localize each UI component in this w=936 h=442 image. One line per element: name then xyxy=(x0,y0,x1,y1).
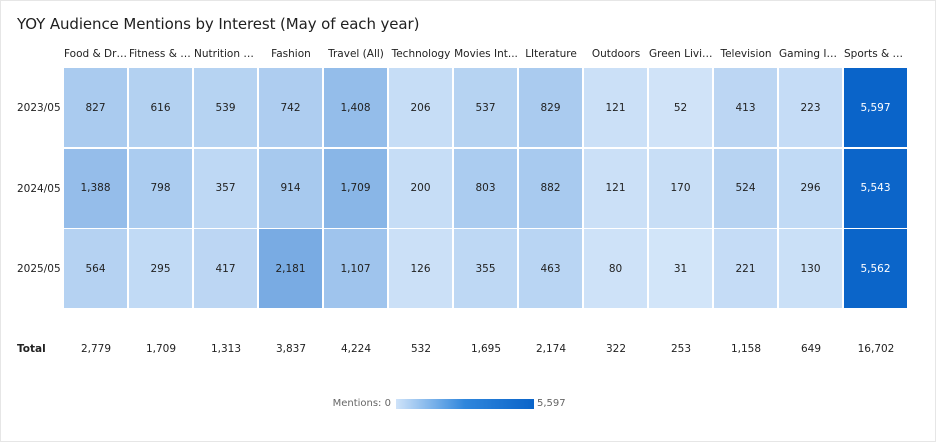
heatmap-cell: 803 xyxy=(454,148,518,229)
heatmap-cell: 31 xyxy=(649,229,713,309)
column-header: Nutrition &... xyxy=(194,48,258,60)
row-label: 2023/05 xyxy=(17,102,61,114)
total-value: 2,779 xyxy=(80,343,112,355)
heatmap-cell: 1,408 xyxy=(324,68,388,148)
heatmap-cell: 463 xyxy=(519,229,583,309)
column-header: Sports & At... xyxy=(844,48,908,60)
totals-row-label: Total xyxy=(17,343,46,355)
heatmap-cell: 130 xyxy=(779,229,843,309)
column-header: Travel (All) xyxy=(328,48,384,60)
column-header: Food & Drink xyxy=(64,48,128,60)
heatmap-cell: 221 xyxy=(714,229,778,309)
heatmap-cell: 200 xyxy=(389,148,453,229)
heatmap-cell: 5,597 xyxy=(844,68,908,148)
chart-title: YOY Audience Mentions by Interest (May o… xyxy=(17,15,420,33)
row-label: 2024/05 xyxy=(17,182,61,195)
heatmap-cell: 223 xyxy=(779,68,843,148)
heatmap-cell: 80 xyxy=(584,229,648,309)
heatmap-cell: 296 xyxy=(779,148,843,229)
heatmap-cell: 914 xyxy=(259,148,323,229)
column-header: Fitness & E... xyxy=(129,48,193,60)
column-header: Gaming Int... xyxy=(779,48,843,60)
heatmap-cell: 616 xyxy=(129,68,193,148)
column-header: LIterature xyxy=(525,48,577,60)
heatmap-cell: 1,709 xyxy=(324,148,388,229)
legend-gradient-bar xyxy=(396,399,534,409)
total-value: 3,837 xyxy=(275,343,307,355)
heatmap-cell: 539 xyxy=(194,68,258,148)
legend-min: 0 xyxy=(384,398,391,409)
column-header: Television xyxy=(720,48,772,60)
legend-max: 5,597 xyxy=(537,398,566,409)
total-value: 1,709 xyxy=(145,343,177,355)
total-value: 322 xyxy=(605,343,627,355)
heatmap-cell: 206 xyxy=(389,68,453,148)
heatmap-cell: 798 xyxy=(129,148,193,229)
column-header: Green Living xyxy=(649,48,713,60)
total-value: 16,702 xyxy=(857,343,895,355)
heatmap-cell: 417 xyxy=(194,229,258,309)
column-header: Technology xyxy=(391,48,451,60)
heatmap-cell: 5,543 xyxy=(844,148,908,229)
heatmap-cell: 742 xyxy=(259,68,323,148)
heatmap-cell: 537 xyxy=(454,68,518,148)
total-value: 253 xyxy=(670,343,692,355)
heatmap-cell: 126 xyxy=(389,229,453,309)
total-value: 4,224 xyxy=(340,343,372,355)
heatmap-cell: 52 xyxy=(649,68,713,148)
legend-label: Mentions: 0 xyxy=(301,398,391,409)
total-value: 649 xyxy=(800,343,822,355)
column-header: Outdoors xyxy=(591,48,641,60)
total-value: 1,695 xyxy=(470,343,502,355)
row-label: 2025/05 xyxy=(17,263,61,275)
heatmap-cell: 355 xyxy=(454,229,518,309)
heatmap-cell: 882 xyxy=(519,148,583,229)
heatmap-cell: 357 xyxy=(194,148,258,229)
heatmap-cell: 564 xyxy=(64,229,128,309)
heatmap-cell: 413 xyxy=(714,68,778,148)
heatmap-cell: 827 xyxy=(64,68,128,148)
heatmap-cell: 295 xyxy=(129,229,193,309)
heatmap-cell: 5,562 xyxy=(844,229,908,309)
heatmap-cell: 170 xyxy=(649,148,713,229)
heatmap-cell: 1,107 xyxy=(324,229,388,309)
column-header: Fashion xyxy=(271,48,311,60)
column-header: Movies Int... xyxy=(454,48,518,60)
heatmap-cell: 524 xyxy=(714,148,778,229)
total-value: 1,158 xyxy=(730,343,762,355)
legend-title: Mentions: xyxy=(332,398,382,409)
heatmap-cell: 121 xyxy=(584,68,648,148)
total-value: 1,313 xyxy=(210,343,242,355)
total-value: 2,174 xyxy=(535,343,567,355)
heatmap-cell: 121 xyxy=(584,148,648,229)
heatmap-cell: 2,181 xyxy=(259,229,323,309)
heatmap-cell: 829 xyxy=(519,68,583,148)
total-value: 532 xyxy=(410,343,432,355)
heatmap-cell: 1,388 xyxy=(64,148,128,229)
